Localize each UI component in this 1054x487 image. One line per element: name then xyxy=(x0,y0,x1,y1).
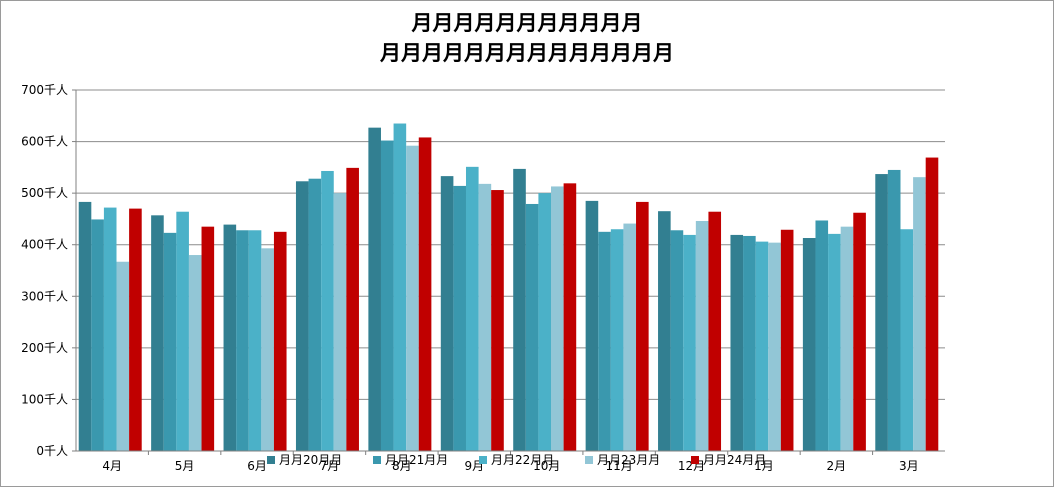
bar xyxy=(465,166,479,451)
bar xyxy=(840,226,854,451)
bar xyxy=(321,170,334,451)
bar xyxy=(273,231,287,451)
bar xyxy=(598,231,611,451)
bar xyxy=(585,200,599,451)
x-tick-label: 6月 xyxy=(247,459,267,473)
y-tick-label: 700千人 xyxy=(21,83,68,97)
bar xyxy=(802,238,816,451)
x-tick-label: 1月 xyxy=(754,459,774,473)
x-tick-label: 7月 xyxy=(320,459,340,473)
bar xyxy=(308,178,322,451)
bar xyxy=(658,211,671,451)
bar xyxy=(440,176,454,451)
bar xyxy=(815,220,829,451)
bar xyxy=(188,255,202,451)
bar xyxy=(913,177,926,451)
bar xyxy=(925,157,939,451)
y-tick-label: 200千人 xyxy=(21,341,68,355)
bar xyxy=(525,203,539,451)
bar xyxy=(380,140,394,452)
y-tick-label: 300千人 xyxy=(21,289,68,303)
x-tick-label: 8月 xyxy=(392,459,412,473)
bar xyxy=(418,137,432,451)
chart-title-line2: 月月月月月月月月月月月月月月 xyxy=(380,41,674,65)
y-tick-label: 400千人 xyxy=(21,238,68,252)
bar xyxy=(478,183,492,452)
bar xyxy=(333,193,347,451)
y-tick-labels: 0千人 100千人 200千人 300千人 400千人 500千人 600千人 700千人 xyxy=(21,83,68,458)
y-tick-label: 100千人 xyxy=(21,392,68,406)
legend-entry[interactable]: 月月22月月 xyxy=(491,453,554,467)
bar xyxy=(780,229,794,451)
bar xyxy=(853,212,866,451)
bar xyxy=(900,229,914,451)
bar xyxy=(730,234,744,451)
bar xyxy=(295,181,309,451)
bar xyxy=(887,169,901,451)
legend[interactable]: 月月20月月 月月21月月 月月22月月 月月23月月 月月24月月 xyxy=(267,453,766,467)
y-tick-label: 600千人 xyxy=(21,135,68,149)
bar xyxy=(163,232,177,451)
bar xyxy=(755,241,769,451)
y-tick-label: 0千人 xyxy=(36,444,68,458)
bar xyxy=(768,242,781,451)
bar xyxy=(151,215,164,451)
bar xyxy=(551,186,564,451)
bar xyxy=(610,229,624,451)
legend-swatch xyxy=(585,456,593,464)
bar xyxy=(248,230,262,451)
bar xyxy=(368,127,381,452)
bar xyxy=(116,261,130,451)
bar xyxy=(875,174,888,451)
legend-entry[interactable]: 月月23月月 xyxy=(597,453,660,467)
bar xyxy=(346,167,359,451)
y-tick-label: 500千人 xyxy=(21,186,68,200)
legend-entry[interactable]: 月月20月月 xyxy=(279,453,342,467)
x-tick-label: 3月 xyxy=(899,459,919,473)
bar xyxy=(636,201,649,451)
bar xyxy=(453,185,466,452)
bar xyxy=(538,193,552,451)
bar xyxy=(670,230,684,451)
bar xyxy=(406,145,419,451)
x-tick-label: 11月 xyxy=(605,459,632,473)
bar xyxy=(708,211,722,451)
legend-entry[interactable]: 月月21月月 xyxy=(385,453,448,467)
bar xyxy=(513,168,526,451)
legend-entry[interactable]: 月月24月月 xyxy=(703,453,766,467)
x-tick-label: 5月 xyxy=(175,459,195,473)
legend-swatch xyxy=(691,456,699,464)
legend-swatch xyxy=(267,456,275,464)
bar xyxy=(78,201,92,451)
bar xyxy=(129,208,142,451)
bar xyxy=(176,211,189,451)
chart-title-line1: 月月月月月月月月月月月 xyxy=(411,11,643,35)
bar xyxy=(828,233,841,451)
bar xyxy=(236,230,249,451)
bar xyxy=(491,190,504,452)
bar xyxy=(393,123,407,452)
x-tick-labels: 4月 5月 6月 7月 8月 9月 10月 11月 12月 1月 2月 3月 xyxy=(102,459,918,473)
x-tick-label: 10月 xyxy=(533,459,560,473)
x-tick-label: 4月 xyxy=(102,459,122,473)
axes xyxy=(72,89,945,455)
bar xyxy=(91,219,104,451)
bar xyxy=(695,220,709,451)
x-tick-label: 2月 xyxy=(827,459,847,473)
bars xyxy=(78,123,939,452)
bar xyxy=(201,226,215,451)
bar xyxy=(223,224,237,451)
bar xyxy=(623,223,637,451)
legend-swatch xyxy=(479,456,487,464)
grid-lines xyxy=(76,89,945,400)
bar xyxy=(743,235,756,451)
legend-swatch xyxy=(373,456,381,464)
bar xyxy=(683,234,696,451)
bar xyxy=(261,248,274,451)
bar xyxy=(103,207,117,451)
bar xyxy=(563,183,577,451)
